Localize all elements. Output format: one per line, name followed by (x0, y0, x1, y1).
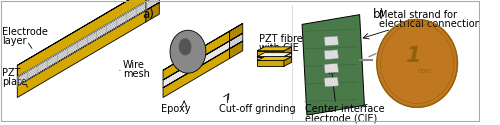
Text: plate: plate (2, 77, 27, 87)
Text: electrical connection: electrical connection (379, 18, 480, 28)
Polygon shape (284, 53, 292, 60)
Polygon shape (163, 33, 243, 80)
Text: 1: 1 (404, 46, 420, 66)
Polygon shape (257, 57, 292, 60)
Polygon shape (163, 31, 230, 80)
Polygon shape (163, 23, 243, 70)
Text: Epoxy: Epoxy (160, 104, 190, 114)
Polygon shape (324, 77, 338, 87)
Polygon shape (324, 50, 338, 59)
Polygon shape (284, 47, 292, 57)
Text: Electrode: Electrode (2, 27, 48, 37)
Polygon shape (18, 0, 146, 77)
Text: Cut-off grinding: Cut-off grinding (218, 104, 296, 114)
Text: mesh: mesh (123, 69, 150, 79)
Text: electrode (CIE): electrode (CIE) (305, 113, 377, 123)
Polygon shape (257, 47, 292, 51)
Polygon shape (18, 0, 160, 77)
Polygon shape (18, 0, 160, 65)
Polygon shape (230, 41, 243, 58)
Polygon shape (163, 41, 243, 88)
Polygon shape (230, 23, 243, 41)
Text: Wire: Wire (123, 60, 144, 70)
Polygon shape (377, 20, 458, 107)
Polygon shape (257, 53, 292, 57)
Text: with CIE: with CIE (259, 43, 298, 53)
Text: a): a) (142, 8, 154, 21)
Polygon shape (18, 2, 146, 86)
Polygon shape (146, 2, 160, 22)
Ellipse shape (178, 38, 192, 55)
Text: Metal strand for: Metal strand for (379, 10, 457, 20)
Text: b): b) (372, 8, 385, 21)
Polygon shape (324, 36, 338, 46)
Polygon shape (163, 49, 230, 98)
Text: PZT: PZT (2, 68, 21, 78)
Polygon shape (146, 0, 160, 2)
Ellipse shape (186, 49, 190, 54)
Text: PZT fibre: PZT fibre (259, 34, 302, 44)
Polygon shape (18, 2, 160, 86)
Polygon shape (302, 15, 364, 115)
Polygon shape (146, 0, 160, 10)
Polygon shape (257, 51, 284, 57)
Polygon shape (230, 33, 243, 49)
Text: layer: layer (2, 36, 26, 46)
Ellipse shape (170, 30, 206, 73)
Polygon shape (257, 57, 284, 60)
Polygon shape (257, 60, 284, 66)
Polygon shape (324, 63, 338, 73)
Text: Center interface: Center interface (305, 104, 384, 114)
Polygon shape (284, 57, 292, 66)
Polygon shape (18, 10, 146, 98)
Polygon shape (163, 41, 230, 88)
Text: CENT: CENT (418, 69, 432, 74)
